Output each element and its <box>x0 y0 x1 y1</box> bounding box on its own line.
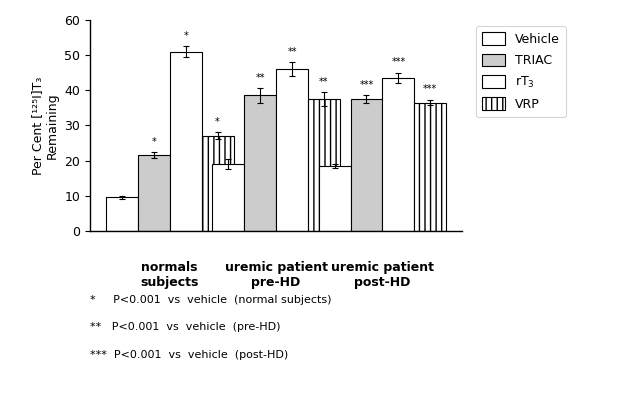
Text: **: ** <box>287 47 297 57</box>
Y-axis label: Per Cent [¹²⁵I]T₃
Remaining: Per Cent [¹²⁵I]T₃ Remaining <box>31 76 58 175</box>
Text: ***: *** <box>423 84 437 94</box>
Text: *: * <box>152 137 156 147</box>
Bar <box>414 103 446 231</box>
Bar <box>383 78 414 231</box>
Bar <box>308 99 340 231</box>
Bar <box>138 155 169 231</box>
Text: *: * <box>183 31 188 41</box>
Text: ***: *** <box>360 80 374 90</box>
Text: ***: *** <box>391 57 406 67</box>
Bar <box>318 166 351 231</box>
Bar <box>351 99 383 231</box>
Bar <box>169 52 202 231</box>
Bar <box>276 69 308 231</box>
Text: **: ** <box>319 77 329 87</box>
Text: ***  P<0.001  vs  vehicle  (post-HD): *** P<0.001 vs vehicle (post-HD) <box>90 350 288 360</box>
Text: **   P<0.001  vs  vehicle  (pre-HD): ** P<0.001 vs vehicle (pre-HD) <box>90 322 281 332</box>
Text: **: ** <box>256 73 265 83</box>
Bar <box>106 197 138 231</box>
Legend: Vehicle, TRIAC, rT$_3$, VRP: Vehicle, TRIAC, rT$_3$, VRP <box>476 26 566 117</box>
Bar <box>244 96 276 231</box>
Text: *: * <box>215 117 220 127</box>
Text: *     P<0.001  vs  vehicle  (normal subjects): * P<0.001 vs vehicle (normal subjects) <box>90 295 331 304</box>
Bar <box>202 136 234 231</box>
Bar <box>213 164 244 231</box>
